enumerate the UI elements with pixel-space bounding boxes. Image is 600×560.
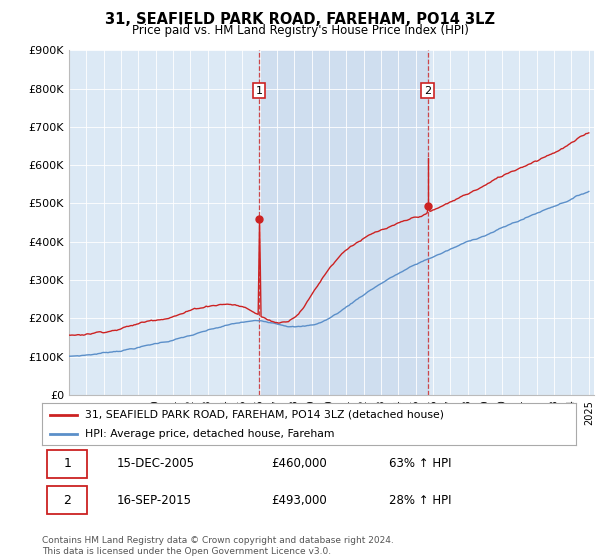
Text: 31, SEAFIELD PARK ROAD, FAREHAM, PO14 3LZ (detached house): 31, SEAFIELD PARK ROAD, FAREHAM, PO14 3L… [85, 409, 444, 419]
Text: 63% ↑ HPI: 63% ↑ HPI [389, 458, 452, 470]
Text: £460,000: £460,000 [272, 458, 328, 470]
Text: 15-DEC-2005: 15-DEC-2005 [117, 458, 195, 470]
Text: 28% ↑ HPI: 28% ↑ HPI [389, 494, 452, 507]
Text: 31, SEAFIELD PARK ROAD, FAREHAM, PO14 3LZ: 31, SEAFIELD PARK ROAD, FAREHAM, PO14 3L… [105, 12, 495, 27]
Text: Contains HM Land Registry data © Crown copyright and database right 2024.
This d: Contains HM Land Registry data © Crown c… [42, 536, 394, 556]
Text: 2: 2 [424, 86, 431, 96]
Text: 2: 2 [64, 494, 71, 507]
FancyBboxPatch shape [47, 450, 88, 478]
Text: HPI: Average price, detached house, Fareham: HPI: Average price, detached house, Fare… [85, 429, 334, 439]
Text: £493,000: £493,000 [272, 494, 328, 507]
Text: Price paid vs. HM Land Registry's House Price Index (HPI): Price paid vs. HM Land Registry's House … [131, 24, 469, 36]
FancyBboxPatch shape [47, 486, 88, 515]
Bar [259, 50, 428, 395]
Text: 1: 1 [64, 458, 71, 470]
Text: 1: 1 [256, 86, 262, 96]
Text: 16-SEP-2015: 16-SEP-2015 [117, 494, 192, 507]
